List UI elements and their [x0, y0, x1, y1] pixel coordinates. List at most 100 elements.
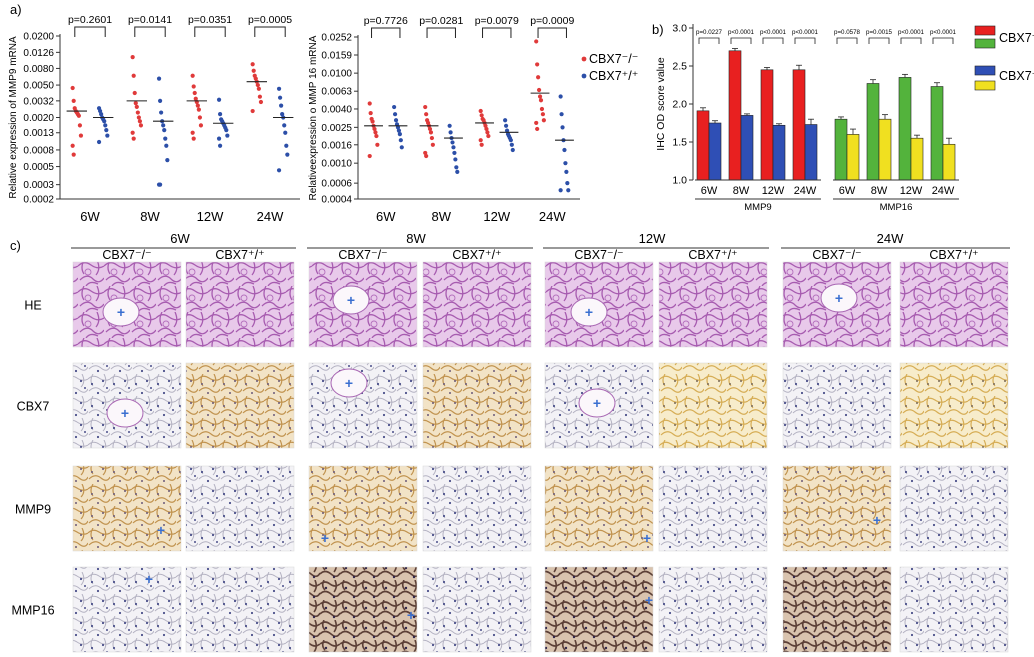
timepoint-label: 8W — [406, 231, 426, 246]
bar — [846, 134, 860, 181]
data-point — [565, 181, 570, 186]
y-tick-label: 0.0006 — [321, 179, 352, 190]
p-value-label: p=0.0227 — [696, 29, 723, 36]
data-point — [163, 136, 168, 141]
data-point — [479, 113, 484, 118]
significance-bracket — [254, 26, 286, 37]
data-point — [536, 87, 542, 93]
micrograph-panel — [782, 362, 892, 449]
data-point — [485, 130, 490, 135]
legend-label: CBX7⁺/⁺ — [589, 69, 638, 83]
data-point — [429, 135, 435, 141]
data-point — [196, 107, 201, 112]
lumen-marker-icon: + — [645, 592, 653, 608]
data-point — [135, 110, 140, 115]
data-point — [217, 143, 223, 148]
data-point — [157, 182, 163, 187]
data-point — [224, 128, 229, 133]
data-point — [130, 55, 135, 60]
bar — [942, 143, 956, 181]
significance-bracket — [730, 37, 752, 44]
data-point — [539, 106, 545, 112]
mmp16-scatter-plot: 0.0004 0.0006 0.0010 0.0016 0.0025 0.0040 0.00… — [308, 15, 638, 224]
data-point — [503, 123, 509, 128]
p-value-label: p=0.0578 — [834, 29, 861, 36]
data-point — [427, 126, 433, 132]
data-point — [134, 104, 139, 109]
significance-bracket — [371, 27, 401, 38]
airspace-lumen — [578, 388, 616, 418]
y-tick-label: 0.0063 — [321, 87, 352, 98]
data-point — [136, 115, 141, 120]
micrograph-panel — [422, 362, 532, 449]
micrograph-grid: 6W CBX7⁻/⁻ CBX7⁺/⁺ 8W CBX7⁻/⁻ CBX7⁺/⁺ 12W CBX7⁻… — [11, 231, 1010, 653]
micrograph-panel — [899, 362, 1009, 449]
significance-bracket — [134, 26, 166, 37]
y-tick-label: 0.0013 — [23, 128, 54, 139]
data-point — [277, 95, 283, 100]
data-point — [191, 84, 196, 89]
data-point — [535, 62, 540, 67]
micrograph-panel — [185, 465, 295, 552]
airspace-lumen — [570, 297, 608, 327]
significance-bracket — [868, 37, 890, 44]
data-point — [367, 153, 372, 159]
bar — [910, 137, 924, 181]
airspace-lumen — [820, 283, 858, 313]
stain-row-label: CBX7 — [17, 400, 50, 414]
data-point — [509, 142, 514, 147]
data-point — [540, 112, 546, 117]
micrograph-panel — [185, 566, 295, 653]
genotype-label: CBX7⁻/⁻ — [812, 248, 861, 262]
p-value-label: p=0.0079 — [475, 15, 519, 27]
p-value-label: p=0.2601 — [68, 14, 112, 26]
data-point — [280, 112, 285, 117]
data-point — [138, 123, 144, 128]
legend-label: CBX7⁺/⁺ — [999, 69, 1034, 83]
genotype-label: CBX7⁻/⁻ — [338, 248, 387, 262]
genotype-label: CBX7⁺/⁺ — [688, 248, 737, 262]
lumen-marker-icon: + — [407, 607, 415, 623]
data-point — [541, 118, 546, 123]
p-value-label: p=0.0351 — [188, 14, 232, 26]
data-point — [424, 153, 429, 159]
genotype-label: CBX7⁺/⁺ — [452, 248, 501, 262]
x-tick-label: 6W — [376, 209, 396, 224]
y-tick-label: 0.0025 — [321, 123, 352, 134]
genotype-label: CBX7⁺/⁺ — [929, 248, 978, 262]
data-point — [478, 138, 483, 143]
micrograph-panel — [422, 261, 532, 348]
significance-bracket — [482, 27, 512, 38]
p-value-label: p=0.0141 — [128, 14, 172, 26]
y-tick-label: 0.0002 — [23, 195, 54, 206]
lumen-marker-icon: + — [321, 530, 329, 546]
p-value-label: p<0.0001 — [898, 29, 925, 36]
data-point — [451, 145, 456, 150]
data-point — [78, 133, 84, 138]
lumen-marker-icon: + — [835, 290, 843, 306]
significance-bracket — [426, 27, 456, 38]
data-point — [76, 113, 81, 118]
data-point — [479, 142, 484, 147]
bar — [866, 83, 880, 181]
data-point — [510, 147, 515, 153]
data-point — [161, 123, 166, 128]
data-point — [503, 118, 508, 123]
data-point — [190, 130, 195, 135]
data-point — [372, 126, 377, 132]
lumen-marker-icon: + — [117, 304, 125, 320]
data-point — [77, 123, 83, 128]
data-point — [156, 76, 162, 81]
lumen-marker-icon: + — [585, 304, 593, 320]
lumen-marker-icon: + — [347, 292, 355, 308]
data-point — [564, 169, 569, 174]
data-point — [104, 128, 109, 133]
micrograph-panel — [308, 465, 418, 552]
micrograph-panel — [72, 465, 182, 552]
x-tick-label: 12W — [197, 209, 224, 224]
data-point — [428, 130, 434, 135]
data-point — [191, 136, 196, 141]
data-point — [367, 101, 372, 106]
x-tick-label: 24W — [257, 209, 284, 224]
micrograph-panel — [544, 465, 654, 552]
